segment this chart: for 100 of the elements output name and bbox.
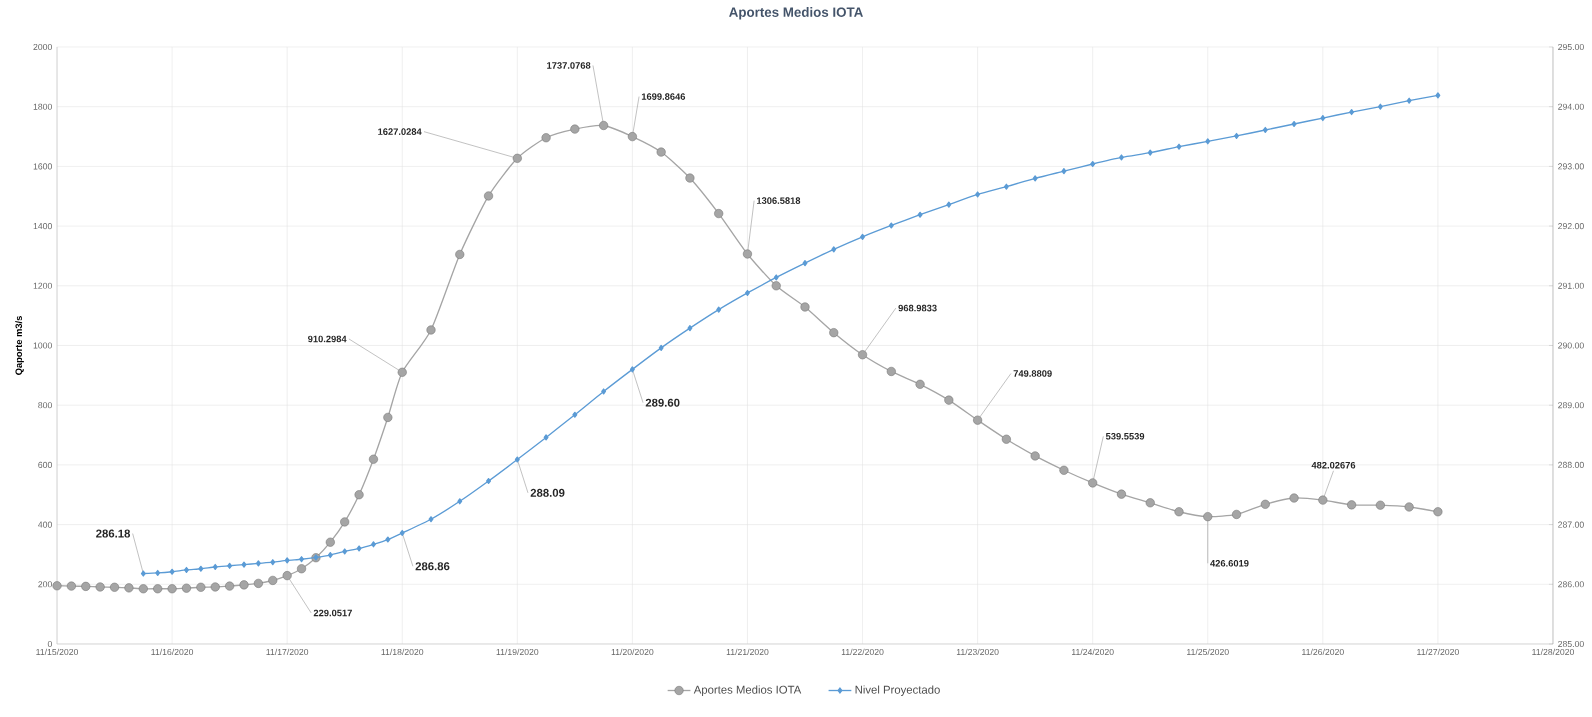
legend-label: Nivel Proyectado (855, 685, 940, 696)
legend-label: Aportes Medios IOTA (693, 685, 802, 696)
y-tick-label: 1600 (33, 163, 52, 170)
point (658, 344, 664, 351)
y-tick-label: 800 (38, 402, 52, 409)
y2-tick-label: 288.00 (1558, 461, 1584, 468)
point (1205, 138, 1211, 145)
point (1032, 175, 1038, 182)
point (629, 366, 635, 373)
point (975, 191, 981, 198)
point (1320, 114, 1326, 122)
x-tick-label: 11/17/2020 (266, 648, 309, 656)
point (687, 325, 693, 332)
point (270, 559, 276, 566)
y2-tick-label: 289.00 (1558, 402, 1584, 409)
point (327, 551, 333, 559)
y2-tick-label: 286.00 (1558, 581, 1584, 588)
y2-tick-label: 287.00 (1558, 521, 1584, 528)
point (1291, 120, 1297, 128)
point (1090, 160, 1096, 168)
chart-title: Aportes Medios IOTA (729, 7, 863, 20)
point (1377, 103, 1383, 110)
point (284, 557, 290, 564)
data-label: 1737.0768 (547, 62, 591, 69)
x-tick-label: 11/15/2020 (36, 648, 79, 656)
point (356, 545, 362, 552)
x-tick-label: 11/22/2020 (841, 648, 884, 656)
y2-tick-label: 290.00 (1558, 342, 1584, 349)
data-label: 482.02676 (1311, 461, 1356, 469)
point (1003, 183, 1009, 190)
point (299, 556, 305, 563)
point (255, 560, 261, 567)
point (1435, 92, 1441, 99)
point (241, 561, 247, 568)
data-label: 286.86 (415, 562, 450, 571)
y-tick-label: 200 (38, 581, 52, 588)
y-tick-label: 400 (38, 521, 52, 528)
point (140, 570, 146, 577)
y-tick-label: 1200 (33, 282, 52, 289)
point (716, 306, 722, 313)
x-tick-label: 11/27/2020 (1417, 648, 1459, 656)
point (169, 568, 175, 575)
data-label: 749.8809 (1013, 370, 1052, 377)
x-tick-label: 11/16/2020 (151, 648, 194, 656)
point (486, 477, 492, 485)
data-label: 1699.8646 (641, 93, 686, 100)
point (385, 536, 391, 543)
point (1176, 143, 1182, 150)
y-tick-label: 2000 (33, 43, 52, 51)
data-label: 286.18 (96, 529, 131, 538)
data-label: 1627.0284 (378, 128, 422, 135)
x-tick-label: 11/24/2020 (1071, 648, 1114, 656)
x-tick-label: 11/18/2020 (381, 648, 424, 656)
point (802, 260, 808, 267)
data-label: 288.09 (530, 488, 565, 497)
y-tick-label: 1400 (33, 223, 52, 230)
point (888, 222, 894, 229)
y2-tick-label: 295.00 (1558, 43, 1584, 51)
point (457, 498, 463, 505)
point (342, 548, 348, 555)
point (212, 563, 218, 571)
point (572, 411, 578, 418)
point (1147, 149, 1153, 156)
data-label: 289.60 (645, 398, 680, 407)
y-tick-label: 600 (38, 461, 52, 468)
y-tick-label: 0 (47, 640, 52, 648)
point (1262, 126, 1268, 134)
point (399, 529, 405, 537)
y-tick-label: 1800 (33, 103, 52, 110)
x-tick-label: 11/25/2020 (1187, 648, 1229, 656)
data-label: 910.2984 (308, 335, 347, 343)
point (860, 233, 866, 240)
y-axis-title: Qaporte m3/s (15, 316, 24, 375)
point (543, 434, 549, 441)
x-tick-label: 11/21/2020 (726, 648, 769, 656)
point (1061, 168, 1067, 175)
point (428, 516, 434, 523)
data-label: 968.9833 (898, 304, 937, 312)
point (155, 569, 161, 577)
point (227, 562, 233, 569)
point (917, 211, 923, 218)
point (371, 541, 376, 548)
point (1349, 108, 1355, 116)
y2-tick-label: 294.00 (1558, 103, 1584, 110)
y-tick-label: 1000 (33, 342, 52, 349)
y2-tick-label: 292.00 (1558, 223, 1584, 230)
x-tick-label: 11/20/2020 (611, 648, 654, 656)
point (1406, 97, 1412, 104)
x-tick-label: 11/26/2020 (1302, 648, 1344, 656)
point (514, 456, 520, 463)
point (1118, 154, 1124, 161)
data-label: 1306.5818 (756, 197, 801, 204)
data-label: 539.5539 (1105, 432, 1145, 440)
x-tick-label: 11/19/2020 (496, 648, 539, 656)
x-tick-label: 11/23/2020 (956, 648, 999, 656)
data-label: 426.6019 (1210, 560, 1249, 567)
data-label: 229.0517 (313, 609, 352, 617)
point (773, 274, 779, 281)
point (831, 246, 837, 253)
x-tick-label: 11/28/2020 (1532, 648, 1574, 656)
